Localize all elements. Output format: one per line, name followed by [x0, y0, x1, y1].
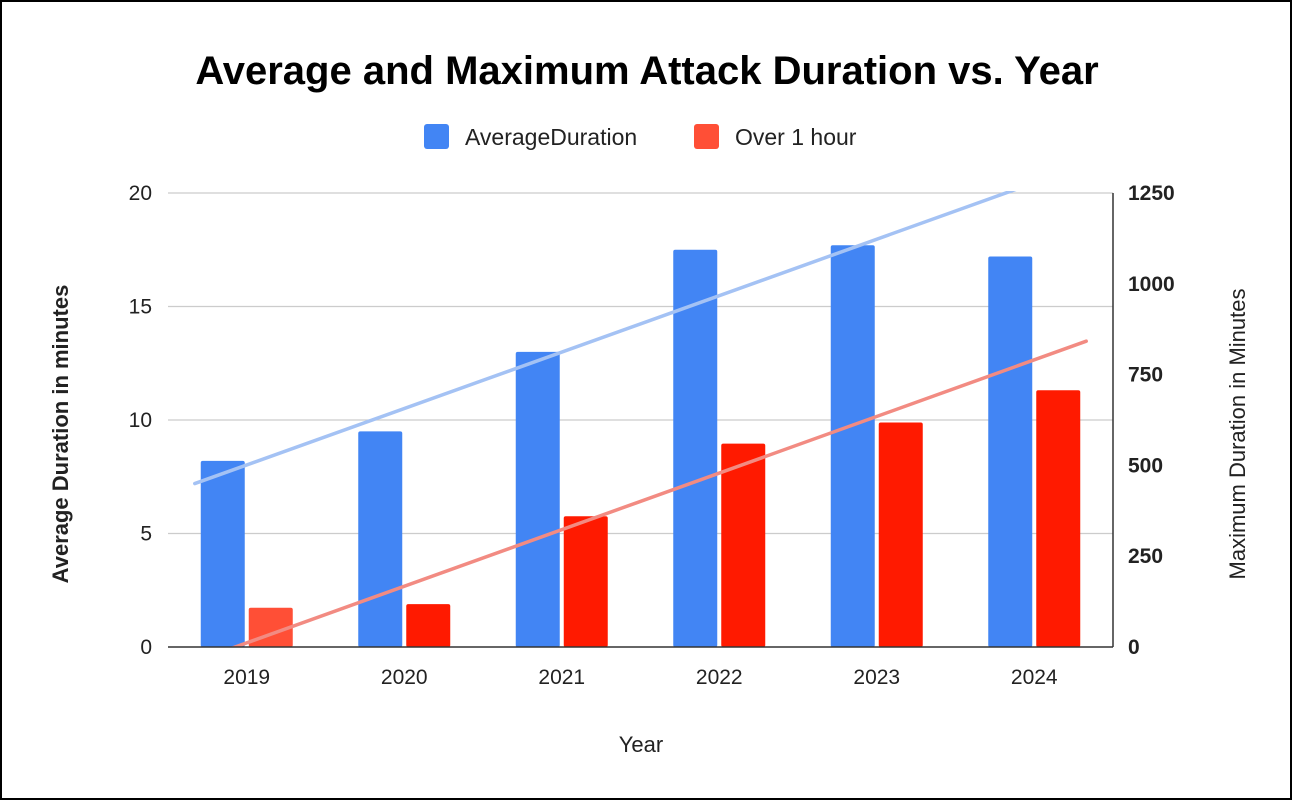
- x-tick-label: 2024: [1011, 666, 1058, 689]
- y-axis-left-label: Average Duration in minutes: [48, 285, 73, 584]
- y-left-tick-label: 10: [129, 409, 152, 432]
- legend: AverageDuration Over 1 hour: [424, 124, 857, 150]
- y-right-tick-label: 1250: [1128, 182, 1175, 205]
- trendline-group: [193, 191, 1088, 647]
- bar-over-1-hour: [406, 604, 451, 647]
- trendlines: [193, 191, 1088, 647]
- trendline-over-1-hour: [230, 339, 1088, 647]
- bar-over-1-hour: [563, 516, 608, 647]
- bar-over-1-hour: [1036, 390, 1081, 647]
- x-tick-label: 2023: [853, 666, 900, 689]
- chart-title: Average and Maximum Attack Duration vs. …: [195, 49, 1098, 93]
- y-right-tick-label: 1000: [1128, 273, 1175, 296]
- bar-average-duration: [515, 351, 560, 647]
- bar-over-1-hour: [721, 443, 766, 647]
- bar-average-duration: [358, 431, 403, 647]
- bar-average-duration: [200, 460, 245, 647]
- x-tick-label: 2022: [696, 666, 743, 689]
- bar-average-duration: [830, 245, 875, 647]
- bars: [200, 245, 1081, 647]
- x-tick-label: 2021: [538, 666, 585, 689]
- legend-swatch-over-1-hour: [694, 124, 719, 149]
- legend-label-over-1-hour: Over 1 hour: [735, 124, 857, 150]
- y-right-tick-label: 500: [1128, 454, 1163, 477]
- y-right-tick-label: 0: [1128, 636, 1140, 659]
- x-tick-label: 2019: [223, 666, 270, 689]
- x-tick-label: 2020: [381, 666, 428, 689]
- y-axis-right-label: Maximum Duration in Minutes: [1225, 289, 1250, 580]
- y-right-tick-label: 750: [1128, 364, 1163, 387]
- bar-over-1-hour: [878, 422, 923, 647]
- y-right-tick-label: 250: [1128, 545, 1163, 568]
- y-left-tick-label: 20: [129, 182, 152, 205]
- bar-average-duration: [988, 256, 1033, 647]
- bar-average-duration: [673, 249, 718, 647]
- x-axis-label: Year: [619, 732, 663, 757]
- y-left-tick-label: 0: [140, 636, 152, 659]
- y-left-tick-label: 5: [140, 523, 152, 546]
- axes: 0 5 10 15 20 0 250 500 750 1000 1250 2019 2020 2021 20…: [129, 182, 1175, 689]
- legend-label-average: AverageDuration: [465, 124, 637, 150]
- y-left-tick-label: 15: [129, 296, 152, 319]
- legend-swatch-average: [424, 124, 449, 149]
- trendline-average-duration: [193, 191, 1017, 486]
- grid: [168, 192, 1113, 535]
